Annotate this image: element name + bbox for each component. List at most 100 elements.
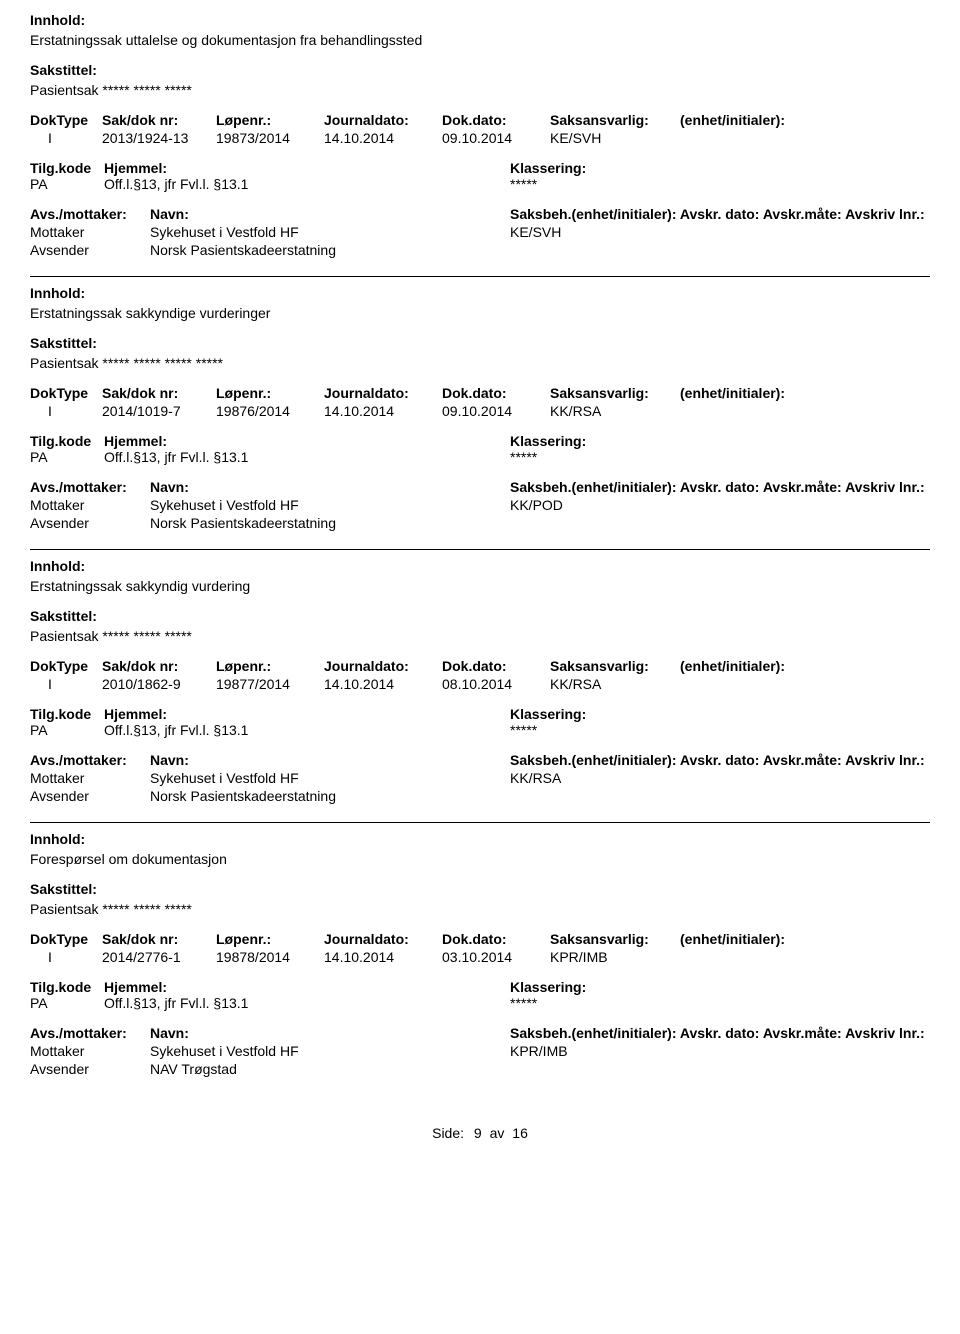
avsender-navn: Norsk Pasientskadeerstatning xyxy=(150,788,510,804)
journal-entry: Innhold: Erstatningssak uttalelse og dok… xyxy=(30,12,930,277)
dokdato-value: 09.10.2014 xyxy=(442,130,550,146)
saksansvarlig-value: KK/RSA xyxy=(550,403,680,419)
innhold-value: Forespørsel om dokumentasjon xyxy=(30,851,930,867)
sakstittel-value: Pasientsak ***** ***** ***** ***** xyxy=(30,355,930,371)
hjemmel-block: Tilg.kode Hjemmel: PA Off.l.§13, jfr Fvl… xyxy=(30,706,930,738)
journaldato-value: 14.10.2014 xyxy=(324,949,442,965)
tilgkode-header: Tilg.kode xyxy=(30,160,104,176)
sakdok-value: 2013/1924-13 xyxy=(102,130,216,146)
journal-entry: Innhold: Forespørsel om dokumentasjon Sa… xyxy=(30,831,930,1095)
sakdok-header: Sak/dok nr: xyxy=(102,112,216,128)
doc-data-row: I 2010/1862-9 19877/2014 14.10.2014 08.1… xyxy=(30,676,930,692)
doktype-header: DokType xyxy=(30,931,102,947)
klassering-value: ***** xyxy=(510,722,910,738)
saksbeh-empty xyxy=(510,788,930,804)
avsender-navn: Norsk Pasientskadeerstatning xyxy=(150,515,510,531)
enhet-value xyxy=(680,949,820,965)
tilgkode-value: PA xyxy=(30,722,104,738)
doktype-value: I xyxy=(30,949,102,965)
avsender-row: Avsender NAV Trøgstad xyxy=(30,1061,930,1077)
sakstittel-label: Sakstittel: xyxy=(30,881,930,897)
sakdok-header: Sak/dok nr: xyxy=(102,658,216,674)
doktype-header: DokType xyxy=(30,112,102,128)
klassering-value: ***** xyxy=(510,995,910,1011)
mottaker-label: Mottaker xyxy=(30,1043,150,1059)
dokdato-value: 08.10.2014 xyxy=(442,676,550,692)
doc-header-row: DokType Sak/dok nr: Løpenr.: Journaldato… xyxy=(30,931,930,947)
avsmottaker-header: Avs./mottaker: xyxy=(30,206,150,222)
hjemmel-header: Hjemmel: xyxy=(104,979,504,995)
tilgkode-header: Tilg.kode xyxy=(30,979,104,995)
saksansvarlig-header: Saksansvarlig: xyxy=(550,658,680,674)
innhold-label: Innhold: xyxy=(30,12,930,28)
doc-data-row: I 2014/1019-7 19876/2014 14.10.2014 09.1… xyxy=(30,403,930,419)
innhold-value: Erstatningssak sakkyndig vurdering xyxy=(30,578,930,594)
klassering-header: Klassering: xyxy=(510,706,910,722)
dokdato-value: 03.10.2014 xyxy=(442,949,550,965)
klassering-header: Klassering: xyxy=(510,433,910,449)
klassering-header: Klassering: xyxy=(510,160,910,176)
lopenr-value: 19873/2014 xyxy=(216,130,324,146)
avsmottaker-header: Avs./mottaker: xyxy=(30,479,150,495)
klassering-value: ***** xyxy=(510,449,910,465)
navn-header: Navn: xyxy=(150,752,510,768)
innhold-value: Erstatningssak uttalelse og dokumentasjo… xyxy=(30,32,930,48)
mottaker-row: Mottaker Sykehuset i Vestfold HF KK/RSA xyxy=(30,770,930,786)
sakdok-value: 2014/2776-1 xyxy=(102,949,216,965)
klassering-header: Klassering: xyxy=(510,979,910,995)
doktype-value: I xyxy=(30,130,102,146)
journaldato-header: Journaldato: xyxy=(324,931,442,947)
saksansvarlig-value: KPR/IMB xyxy=(550,949,680,965)
avsender-row: Avsender Norsk Pasientskadeerstatning xyxy=(30,788,930,804)
sakstittel-label: Sakstittel: xyxy=(30,62,930,78)
lopenr-value: 19878/2014 xyxy=(216,949,324,965)
hjemmel-header: Hjemmel: xyxy=(104,706,504,722)
avsender-label: Avsender xyxy=(30,242,150,258)
innhold-label: Innhold: xyxy=(30,285,930,301)
navn-header: Navn: xyxy=(150,479,510,495)
avs-header-row: Avs./mottaker: Navn: Saksbeh.(enhet/init… xyxy=(30,206,930,222)
innhold-value: Erstatningssak sakkyndige vurderinger xyxy=(30,305,930,321)
saksbeh-value: KK/POD xyxy=(510,497,930,513)
avs-header-row: Avs./mottaker: Navn: Saksbeh.(enhet/init… xyxy=(30,479,930,495)
mottaker-label: Mottaker xyxy=(30,770,150,786)
innhold-label: Innhold: xyxy=(30,831,930,847)
hjemmel-block: Tilg.kode Hjemmel: PA Off.l.§13, jfr Fvl… xyxy=(30,433,930,465)
tilgkode-header: Tilg.kode xyxy=(30,433,104,449)
hjemmel-value: Off.l.§13, jfr Fvl.l. §13.1 xyxy=(104,995,504,1011)
enhet-header: (enhet/initialer): xyxy=(680,931,820,947)
doc-data-row: I 2014/2776-1 19878/2014 14.10.2014 03.1… xyxy=(30,949,930,965)
sakdok-header: Sak/dok nr: xyxy=(102,385,216,401)
sakdok-value: 2014/1019-7 xyxy=(102,403,216,419)
sakstittel-label: Sakstittel: xyxy=(30,335,930,351)
avsender-navn: NAV Trøgstad xyxy=(150,1061,510,1077)
avsender-row: Avsender Norsk Pasientskadeerstatning xyxy=(30,515,930,531)
doktype-value: I xyxy=(30,676,102,692)
dokdato-header: Dok.dato: xyxy=(442,385,550,401)
tilgkode-value: PA xyxy=(30,176,104,192)
sakstittel-value: Pasientsak ***** ***** ***** xyxy=(30,82,930,98)
page-number: 9 xyxy=(474,1125,482,1141)
dokdato-value: 09.10.2014 xyxy=(442,403,550,419)
journaldato-header: Journaldato: xyxy=(324,385,442,401)
mottaker-label: Mottaker xyxy=(30,497,150,513)
tilgkode-header: Tilg.kode xyxy=(30,706,104,722)
saksbeh-empty xyxy=(510,515,930,531)
avsender-label: Avsender xyxy=(30,788,150,804)
saksansvarlig-header: Saksansvarlig: xyxy=(550,385,680,401)
saksbeh-value: KE/SVH xyxy=(510,224,930,240)
sakdok-header: Sak/dok nr: xyxy=(102,931,216,947)
dokdato-header: Dok.dato: xyxy=(442,658,550,674)
avs-header-row: Avs./mottaker: Navn: Saksbeh.(enhet/init… xyxy=(30,1025,930,1041)
page-total: 16 xyxy=(512,1125,528,1141)
saksbeh-header: Saksbeh.(enhet/initialer): Avskr. dato: … xyxy=(510,206,930,222)
sakdok-value: 2010/1862-9 xyxy=(102,676,216,692)
hjemmel-block: Tilg.kode Hjemmel: PA Off.l.§13, jfr Fvl… xyxy=(30,160,930,192)
saksbeh-value: KPR/IMB xyxy=(510,1043,930,1059)
saksbeh-header: Saksbeh.(enhet/initialer): Avskr. dato: … xyxy=(510,479,930,495)
lopenr-value: 19876/2014 xyxy=(216,403,324,419)
doktype-header: DokType xyxy=(30,385,102,401)
journaldato-value: 14.10.2014 xyxy=(324,676,442,692)
journal-entry: Innhold: Erstatningssak sakkyndige vurde… xyxy=(30,285,930,550)
enhet-value xyxy=(680,403,820,419)
